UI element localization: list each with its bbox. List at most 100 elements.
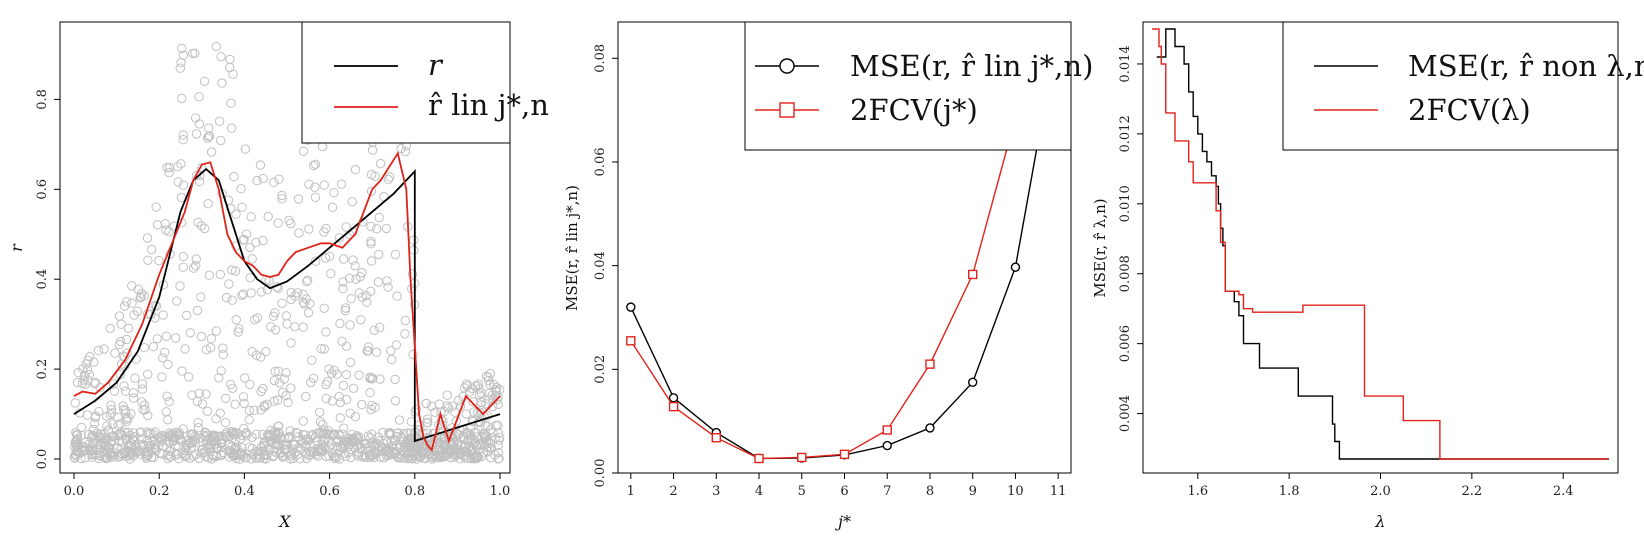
scatter-point <box>382 276 392 286</box>
scatter-point <box>464 387 475 397</box>
scatter-point <box>467 446 477 456</box>
scatter-point <box>408 349 418 360</box>
mse-marker <box>968 377 978 387</box>
scatter-point <box>283 397 293 408</box>
y-axis-label: MSE(r, r̂ λ,n) <box>1091 198 1109 297</box>
scatter-point <box>277 190 287 201</box>
scatter-point <box>366 286 376 296</box>
scatter-point <box>295 454 305 464</box>
x-tick-label: 10 <box>1007 484 1024 499</box>
scatter-point <box>196 331 207 342</box>
scatter-point <box>163 415 173 425</box>
cv-marker <box>968 269 978 280</box>
scatter-point <box>339 423 349 433</box>
scatter-point <box>177 43 187 54</box>
scatter-point <box>194 92 204 102</box>
scatter-point <box>281 390 291 401</box>
scatter-point <box>390 396 401 406</box>
scatter-point <box>476 388 486 398</box>
scatter-point <box>385 427 395 438</box>
scatter-point <box>355 272 365 282</box>
scatter-point <box>285 431 295 442</box>
scatter-point <box>105 323 115 333</box>
scatter-point <box>251 429 262 439</box>
scatter-point <box>292 288 303 298</box>
scatter-point <box>349 443 360 453</box>
scatter-point <box>442 401 452 411</box>
scatter-point <box>383 450 393 460</box>
scatter-point <box>311 256 321 266</box>
scatter-point <box>256 287 267 297</box>
scatter-point <box>80 370 90 380</box>
x-tick-label: 8 <box>926 484 934 499</box>
scatter-point <box>262 450 272 460</box>
scatter-point <box>225 431 235 441</box>
scatter-point <box>277 450 288 461</box>
scatter-point <box>76 422 87 433</box>
scatter-point <box>319 227 329 237</box>
scatter-point <box>125 449 135 459</box>
scatter-panel: 0.0 0.2 0.4 0.6 0.8 1.0 0.0 0.2 0.4 0.6 0.8 Xr r r̂ l… <box>7 21 549 531</box>
scatter-point <box>324 251 335 261</box>
scatter-point <box>255 160 266 170</box>
scatter-point <box>269 177 279 188</box>
scatter-point <box>335 318 345 329</box>
scatter-point <box>317 141 328 152</box>
scatter-point <box>418 446 429 456</box>
scatter-point <box>451 416 461 426</box>
y-tick-label: 0.004 <box>1118 395 1133 432</box>
scatter-point <box>178 50 189 60</box>
scatter-point <box>99 451 109 461</box>
scatter-point <box>322 376 333 387</box>
scatter-point <box>217 78 227 88</box>
scatter-point <box>70 398 81 408</box>
scatter-point <box>238 392 249 402</box>
scatter-point <box>216 135 226 146</box>
scatter-point <box>143 441 154 451</box>
scatter-point <box>272 395 283 405</box>
scatter-point <box>174 454 184 464</box>
scatter-point <box>284 215 294 226</box>
scatter-point <box>386 346 396 356</box>
cv-marker <box>711 433 721 443</box>
scatter-point <box>338 277 348 287</box>
scatter-point <box>461 409 471 419</box>
scatter-point <box>256 352 266 362</box>
y-tick-label: 0.006 <box>1118 325 1133 362</box>
scatter-point <box>116 336 126 347</box>
scatter-point <box>194 176 205 187</box>
scatter-point <box>374 249 384 260</box>
scatter-point <box>216 450 227 461</box>
scatter-point <box>236 184 246 194</box>
scatter-point <box>175 281 185 291</box>
x-tick-label: 11 <box>1050 484 1067 499</box>
legend: r r̂ lin j*,n <box>301 21 549 144</box>
scatter-point <box>362 297 372 307</box>
scatter-point <box>319 303 329 313</box>
scatter-point <box>204 123 214 133</box>
scatter-point <box>390 374 400 385</box>
x-tick-label: 0.8 <box>404 484 425 499</box>
scatter-point <box>214 116 225 126</box>
scatter-point <box>157 372 167 382</box>
scatter-point <box>102 411 112 421</box>
scatter-point <box>137 379 148 389</box>
scatter-point <box>165 430 175 440</box>
scatter-point <box>307 355 317 365</box>
scatter-point <box>326 268 336 279</box>
scatter-point <box>237 443 247 453</box>
scatter-point <box>246 212 256 222</box>
scatter-point <box>486 424 496 435</box>
scatter-point <box>385 172 395 182</box>
scatter-point <box>430 407 440 417</box>
scatter-point <box>215 269 226 280</box>
scatter-point <box>142 233 153 243</box>
scatter-point <box>399 429 409 439</box>
x-tick-label: 2.4 <box>1553 484 1574 499</box>
x-axis-label: λ <box>1374 512 1385 531</box>
legend-label-cv: 2FCV(j*) <box>850 93 978 127</box>
scatter-point <box>231 315 241 325</box>
scatter-point <box>190 113 201 123</box>
x-tick-label: 1.8 <box>1279 484 1300 499</box>
scatter-point <box>308 373 319 383</box>
